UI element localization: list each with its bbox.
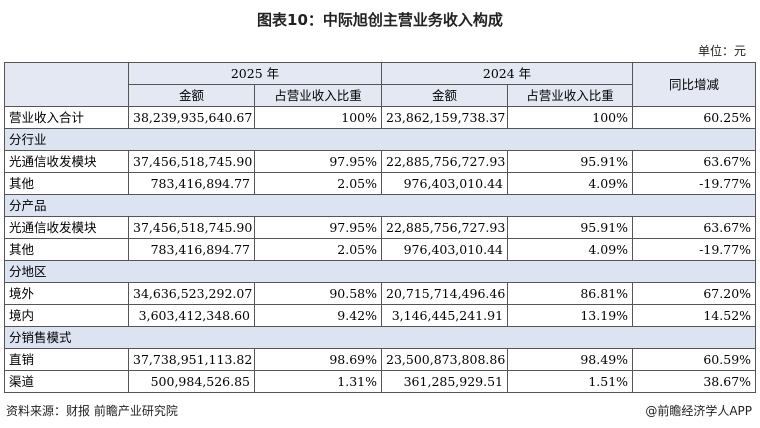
ratio-2024: 13.19% — [507, 304, 634, 327]
amount-2024: 976,403,010.44 — [381, 238, 509, 261]
ratio-2025: 1.31% — [253, 370, 383, 393]
header-row-years: 2025 年 2024 年 同比增减 — [4, 62, 757, 107]
yoy-change: 63.67% — [632, 150, 757, 173]
header-year-2025: 2025 年 — [127, 62, 383, 85]
amount-2025: 783,416,894.77 — [128, 172, 255, 195]
yoy-change: -19.77% — [632, 238, 757, 261]
ratio-2025: 97.95% — [253, 216, 383, 239]
ratio-2024: 100% — [507, 106, 634, 129]
source-note: 资料来源：财报 前瞻产业研究院 — [6, 404, 178, 418]
ratio-2025: 100% — [253, 106, 383, 129]
row-label: 其他 — [4, 238, 129, 261]
table-row-total: 营业收入合计 38,239,935,640.67 100% 23,862,159… — [4, 106, 757, 129]
ratio-2024: 4.09% — [507, 238, 634, 261]
row-label: 境外 — [4, 282, 129, 305]
amount-2024: 23,862,159,738.37 — [381, 106, 509, 129]
amount-2024: 23,500,873,808.86 — [381, 348, 509, 371]
header-yoy: 同比增减 — [632, 62, 757, 107]
section-row: 分产品 — [3, 194, 757, 217]
amount-2025: 500,984,526.85 — [128, 370, 255, 393]
row-label: 直销 — [4, 348, 129, 371]
header-ratio-2025: 占营业收入比重 — [253, 84, 383, 107]
amount-2025: 37,738,951,113.82 — [128, 348, 255, 371]
header-blank — [4, 62, 129, 107]
page-title: 图表10：中际旭创主营业务收入构成 — [257, 11, 503, 29]
section-label: 分地区 — [3, 260, 757, 283]
ratio-2025: 2.05% — [253, 238, 383, 261]
header-row-columns: 金额 占营业收入比重 金额 占营业收入比重 — [5, 84, 756, 107]
ratio-2025: 97.95% — [253, 150, 383, 173]
row-label: 境内 — [4, 304, 129, 327]
yoy-change: 38.67% — [632, 370, 757, 393]
section-label: 分行业 — [3, 128, 757, 151]
ratio-2024: 95.91% — [507, 216, 634, 239]
amount-2024: 361,285,929.51 — [381, 370, 509, 393]
amount-2025: 37,456,518,745.90 — [128, 216, 255, 239]
table-row: 其他 783,416,894.77 2.05% 976,403,010.44 4.09%… — [4, 172, 757, 195]
header-ratio-2024: 占营业收入比重 — [507, 84, 634, 107]
row-label: 光通信收发模块 — [4, 150, 129, 173]
ratio-2025: 90.58% — [253, 282, 383, 305]
header-amount-2024: 金额 — [381, 84, 509, 107]
table-row: 渠道 500,984,526.85 1.31% 361,285,929.51 1.51%… — [4, 370, 757, 393]
ratio-2025: 98.69% — [253, 348, 383, 371]
table-row: 光通信收发模块 37,456,518,745.90 97.95% 22,885,756… — [4, 150, 757, 173]
yoy-change: 60.59% — [632, 348, 757, 371]
yoy-change: -19.77% — [632, 172, 757, 195]
ratio-2024: 4.09% — [507, 172, 634, 195]
ratio-2024: 98.49% — [507, 348, 634, 371]
amount-2025: 783,416,894.77 — [128, 238, 255, 261]
yoy-change: 14.52% — [632, 304, 757, 327]
ratio-2025: 2.05% — [253, 172, 383, 195]
yoy-change: 60.25% — [632, 106, 757, 129]
amount-2024: 22,885,756,727.93 — [381, 150, 509, 173]
header-year-2024: 2024 年 — [381, 62, 634, 85]
unit-label: 单位：元 — [697, 44, 746, 58]
row-label: 渠道 — [4, 370, 129, 393]
revenue-table: 2025 年 2024 年 同比增减 金额 占营业收入比重 金额 占营业收入比重… — [3, 62, 757, 393]
amount-2024: 20,715,714,496.46 — [381, 282, 509, 305]
amount-2024: 22,885,756,727.93 — [381, 216, 509, 239]
ratio-2024: 1.51% — [507, 370, 634, 393]
table-row: 境内 3,603,412,348.60 9.42% 3,146,445,241.91 1… — [4, 304, 757, 327]
section-label: 分销售模式 — [3, 326, 757, 349]
brand-note: @前瞻经济学人APP — [645, 404, 752, 418]
table-row: 境外 34,636,523,292.07 90.58% 20,715,714,496.… — [4, 282, 757, 305]
amount-2025: 34,636,523,292.07 — [128, 282, 255, 305]
yoy-change: 63.67% — [632, 216, 757, 239]
amount-2025: 37,456,518,745.90 — [128, 150, 255, 173]
amount-2025: 38,239,935,640.67 — [128, 106, 255, 129]
table-row: 直销 37,738,951,113.82 98.69% 23,500,873,808.… — [4, 348, 757, 371]
ratio-2024: 86.81% — [507, 282, 634, 305]
table-row: 光通信收发模块 37,456,518,745.90 97.95% 22,885,756… — [4, 216, 757, 239]
section-row: 分销售模式 — [3, 326, 757, 349]
amount-2024: 3,146,445,241.91 — [381, 304, 509, 327]
amount-2024: 976,403,010.44 — [381, 172, 509, 195]
amount-2025: 3,603,412,348.60 — [128, 304, 255, 327]
row-label: 光通信收发模块 — [4, 216, 129, 239]
section-row: 分行业 — [3, 128, 757, 151]
row-label: 其他 — [4, 172, 129, 195]
table-row: 其他 783,416,894.77 2.05% 976,403,010.44 4.09%… — [4, 238, 757, 261]
ratio-2025: 9.42% — [253, 304, 383, 327]
section-row: 分地区 — [3, 260, 757, 283]
row-label: 营业收入合计 — [4, 106, 129, 129]
ratio-2024: 95.91% — [507, 150, 634, 173]
section-label: 分产品 — [3, 194, 757, 217]
header-amount-2025: 金额 — [128, 84, 255, 107]
yoy-change: 67.20% — [632, 282, 757, 305]
